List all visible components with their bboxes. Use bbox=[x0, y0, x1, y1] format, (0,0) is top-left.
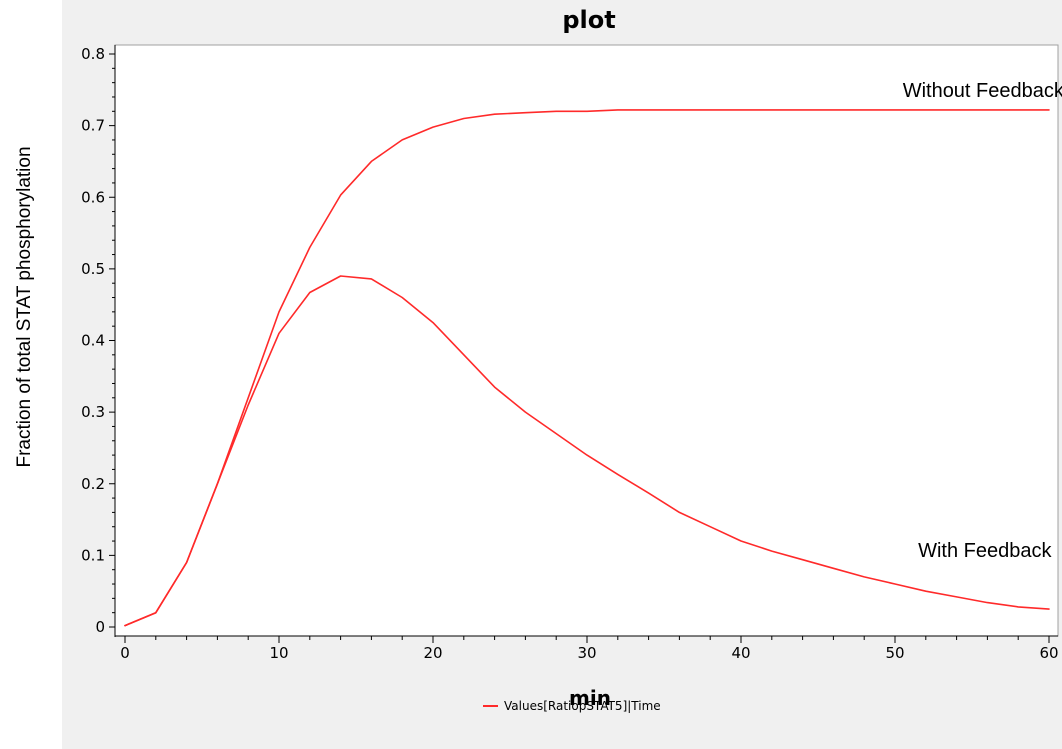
y-tick-label: 0.6 bbox=[81, 188, 105, 206]
y-tick-label: 0.7 bbox=[81, 117, 105, 135]
x-tick-label: 60 bbox=[1039, 644, 1058, 662]
x-tick-label: 50 bbox=[885, 644, 904, 662]
axes-layer: 0 0.1 0.2 0.3 0.4 0.5 0.6 0.7 0.8 0 10 20 30 40 50 60 bbox=[81, 45, 1059, 662]
series-line-with-feedback bbox=[124, 275, 1050, 627]
x-tick-label: 20 bbox=[423, 644, 442, 662]
y-tick-label: 0.5 bbox=[81, 260, 105, 278]
chart-title: plot bbox=[562, 6, 615, 34]
x-tick-label: 40 bbox=[731, 644, 750, 662]
y-tick-label: 0 bbox=[95, 618, 105, 636]
plot-area bbox=[115, 45, 1058, 636]
x-tick-label: 30 bbox=[577, 644, 596, 662]
y-tick-label: 0.3 bbox=[81, 403, 105, 421]
y-tick-label: 0.4 bbox=[81, 332, 105, 350]
series-layer bbox=[124, 109, 1050, 627]
y-tick-label: 0.8 bbox=[81, 45, 105, 63]
series-line-without-feedback bbox=[124, 109, 1050, 627]
annotation-layer: Without Feedback With Feedback bbox=[903, 80, 1062, 562]
x-axis-label: min bbox=[569, 686, 611, 710]
annotation-with-feedback: With Feedback bbox=[918, 540, 1052, 562]
legend: Values[RatiopSTAT5]|Time bbox=[483, 699, 661, 713]
annotation-without-feedback: Without Feedback bbox=[903, 80, 1062, 102]
y-tick-label: 0.2 bbox=[81, 475, 105, 493]
x-tick-label: 0 bbox=[120, 644, 130, 662]
y-axis-label: Fraction of total STAT phosphorylation bbox=[14, 146, 35, 467]
legend-entry: Values[RatiopSTAT5]|Time bbox=[504, 699, 661, 713]
x-tick-label: 10 bbox=[269, 644, 288, 662]
y-tick-label: 0.1 bbox=[81, 546, 105, 564]
